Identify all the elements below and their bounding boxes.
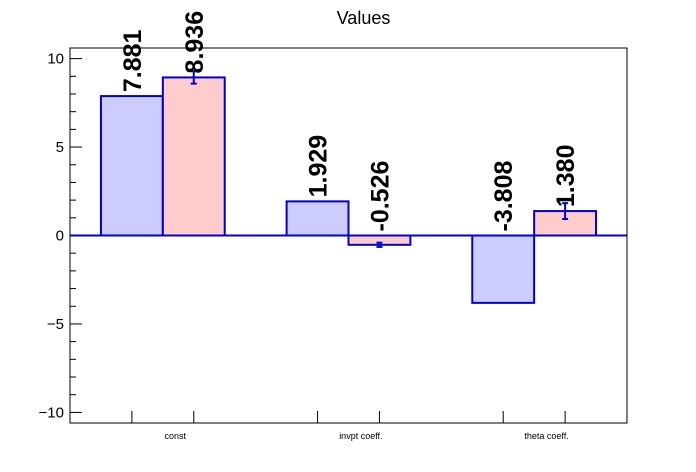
bar	[99, 95, 164, 237]
data-label: 8.936	[181, 11, 209, 74]
y-tick-label: −10	[39, 404, 64, 421]
plot-frame	[69, 47, 628, 424]
y-axis: −10 −5 0 5 10	[39, 51, 82, 421]
x-category-label: invpt coeff.	[339, 431, 382, 441]
bar	[285, 200, 350, 237]
x-axis: const invpt coeff. theta coeff.	[131, 411, 569, 441]
bars-group	[70, 70, 627, 304]
data-label: 1.929	[305, 135, 333, 198]
y-tick-label: 10	[47, 51, 64, 68]
bar	[471, 234, 536, 304]
x-category-label: theta coeff.	[524, 431, 568, 441]
data-labels-group: 7.881 1.929 -3.808 8.936 -0.526 1.380	[119, 11, 580, 232]
data-label: 1.380	[552, 145, 580, 208]
data-label: -0.526	[366, 161, 394, 232]
bar	[161, 76, 226, 237]
chart-title: Values	[337, 8, 391, 28]
data-label: 7.881	[119, 29, 147, 92]
data-label: -3.808	[490, 161, 518, 232]
y-tick-label: 5	[56, 139, 64, 156]
y-tick-label: −5	[47, 316, 64, 333]
x-category-label: const	[164, 431, 186, 441]
y-tick-label: 0	[56, 228, 64, 245]
